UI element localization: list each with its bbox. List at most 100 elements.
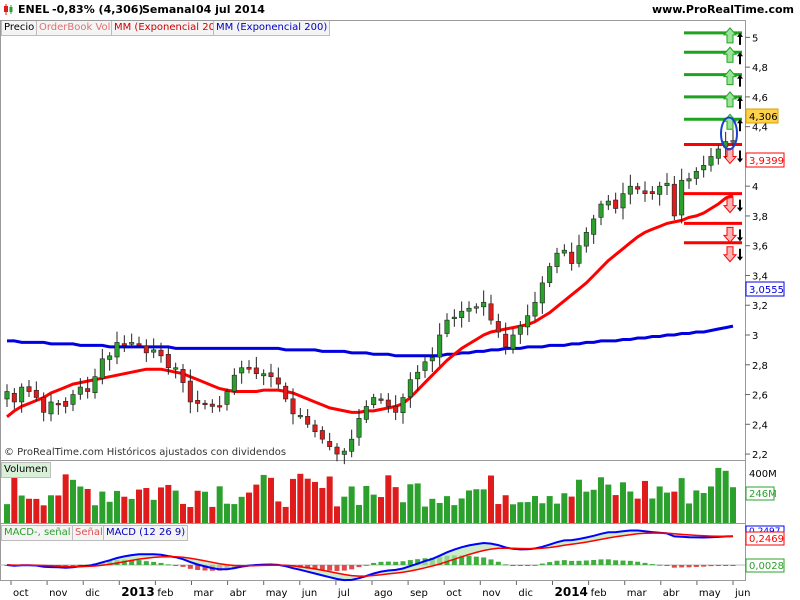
candle xyxy=(26,380,32,398)
candle xyxy=(459,301,465,328)
macd-histogram-bar xyxy=(415,559,421,565)
candle-body xyxy=(63,401,69,407)
macd-histogram-bar xyxy=(407,560,413,565)
price-tick-label: 3,6 xyxy=(752,242,768,253)
macd-histogram-bar xyxy=(385,561,391,565)
macd-histogram-bar xyxy=(679,565,685,568)
chart-date: 04 jul 2014 xyxy=(196,3,265,16)
candle-body xyxy=(385,399,391,407)
macd-histogram-bar xyxy=(217,565,223,571)
price-layer xyxy=(4,27,743,465)
x-tick-label: 2014 xyxy=(555,585,588,599)
macd-histogram-bar xyxy=(627,560,633,565)
volume-bar xyxy=(11,477,18,523)
volume-bar xyxy=(143,488,150,523)
volume-bar xyxy=(180,503,186,523)
candle xyxy=(422,355,428,378)
legend-price[interactable]: Precio xyxy=(1,20,38,36)
legend-ema200[interactable]: MM (Exponencial 200) xyxy=(213,20,331,36)
target-arrow-up-0 xyxy=(722,27,738,44)
candle-body xyxy=(393,405,399,413)
price-panel-frame xyxy=(0,20,746,461)
candle xyxy=(407,372,413,408)
volume-bar xyxy=(253,484,260,523)
candle xyxy=(591,214,597,244)
candle-body xyxy=(444,319,450,334)
macd-histogram-bar xyxy=(151,561,157,565)
macd-histogram-bar xyxy=(319,565,325,571)
candle-body xyxy=(635,186,641,190)
candle-body xyxy=(334,446,340,455)
candle xyxy=(466,301,472,323)
x-tick-label: 2013 xyxy=(121,585,154,599)
macd-histogram-bar xyxy=(26,565,32,566)
macd-histogram-bar xyxy=(701,565,707,567)
macd-histogram-bar xyxy=(70,565,76,566)
volume-bar xyxy=(290,478,296,523)
candle xyxy=(99,348,105,385)
candle xyxy=(627,174,633,205)
macd-histogram-bar xyxy=(283,565,289,566)
candle-body xyxy=(473,306,479,309)
candle xyxy=(4,384,10,407)
ema200-value: 3,0555 xyxy=(749,285,784,296)
candle xyxy=(679,168,685,224)
candle xyxy=(481,290,487,316)
macd-histogram-bar xyxy=(327,565,333,571)
timeframe[interactable]: Semanal xyxy=(142,3,196,16)
candle xyxy=(613,192,619,214)
candle xyxy=(246,360,252,374)
volume-bar xyxy=(576,479,582,523)
ema200-line xyxy=(7,324,734,358)
legend-orderbook-vol[interactable]: OrderBook Vol xyxy=(36,20,114,36)
macd-histogram-bar xyxy=(275,564,281,566)
candle-body xyxy=(261,373,267,377)
candle xyxy=(195,390,201,413)
macd-histogram-bar xyxy=(11,565,17,566)
volume-bar xyxy=(436,502,443,523)
candle-body xyxy=(158,349,164,357)
candle-body xyxy=(48,401,54,415)
candle xyxy=(114,331,120,365)
macd-label-signal[interactable]: Señal xyxy=(72,525,106,541)
volume-bar xyxy=(686,503,692,523)
macd-histogram-bar xyxy=(136,560,142,565)
candle-body xyxy=(55,403,61,406)
macd-histogram-bar xyxy=(481,557,487,565)
brand-link[interactable]: www.ProRealTime.com xyxy=(651,3,794,16)
candle xyxy=(539,276,545,314)
macd-histogram-bar xyxy=(268,564,274,566)
candle xyxy=(261,369,267,386)
volume-bar xyxy=(268,477,274,523)
x-tick-label: feb xyxy=(591,588,607,599)
volume-bar xyxy=(128,498,135,523)
candle xyxy=(356,408,362,446)
candle-body xyxy=(459,310,465,318)
candle xyxy=(503,322,509,355)
macd-label-diff[interactable]: MACD-, señal xyxy=(1,525,74,541)
volume-bar xyxy=(106,501,113,523)
candle-body xyxy=(429,357,435,362)
candle xyxy=(121,335,127,352)
candle-body xyxy=(327,441,333,447)
volume-bar xyxy=(187,507,194,523)
x-tick-label: jun xyxy=(734,588,750,599)
ema20-tag: 3,9399 xyxy=(745,152,785,168)
volume-panel-label[interactable]: Volumen xyxy=(1,462,51,478)
macd-histogram-bar xyxy=(19,565,25,566)
macd-histogram-bar xyxy=(195,565,201,571)
candle-body xyxy=(92,376,98,394)
volume-bar xyxy=(715,467,722,523)
legend-ema20[interactable]: MM (Exponencial 20) xyxy=(111,20,222,36)
candle xyxy=(429,347,435,373)
macd-histogram-bar xyxy=(605,559,611,565)
volume-bar xyxy=(334,506,340,523)
candle-body xyxy=(642,190,648,194)
candle-body xyxy=(33,389,39,398)
macd-histogram-bar xyxy=(657,564,663,566)
candle xyxy=(341,448,347,465)
volume-bar xyxy=(561,493,568,523)
candle-body xyxy=(415,371,421,380)
macd-label-macd[interactable]: MACD (12 26 9) xyxy=(103,525,189,541)
